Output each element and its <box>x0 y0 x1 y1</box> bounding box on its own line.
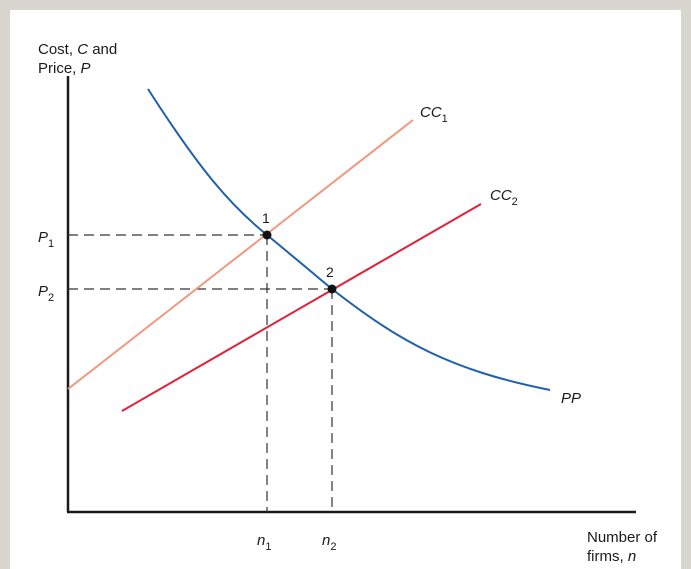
cc1-label-sub: 1 <box>442 113 448 125</box>
cc2-label: CC2 <box>490 187 518 208</box>
point-2-dot <box>327 284 337 294</box>
y-tick-p1-main: P <box>38 229 48 246</box>
y-axis-label-text: Cost, <box>38 41 77 58</box>
y-axis-label-line1: Cost, C and <box>38 41 117 58</box>
x-tick-n2-main: n <box>322 532 330 549</box>
x-tick-n1-sub: 1 <box>265 541 271 553</box>
x-tick-n2: n2 <box>322 532 336 553</box>
x-axis-label-var-n: n <box>628 548 636 565</box>
cc1-curve <box>67 119 414 390</box>
x-tick-n2-sub: 2 <box>330 541 336 553</box>
y-tick-p1: P1 <box>38 229 54 250</box>
pp-curve <box>147 88 551 391</box>
x-axis-label-line1: Number of <box>587 529 658 546</box>
point-1-dot <box>262 230 272 240</box>
y-axis-label-line2: Price, P <box>38 60 91 77</box>
y-axis-label-var-c: C <box>77 41 88 58</box>
cc1-label: CC1 <box>420 104 448 125</box>
x-tick-n1: n1 <box>257 532 271 553</box>
y-axis-label-text2: Price, <box>38 60 81 77</box>
cc1-label-main: CC <box>420 104 442 121</box>
cc2-label-main: CC <box>490 187 512 204</box>
point-1-label: 1 <box>262 210 270 226</box>
y-axis-label-var-p: P <box>81 60 91 77</box>
point-2-label: 2 <box>326 264 334 280</box>
cc2-label-sub: 2 <box>512 196 518 208</box>
pp-label: PP <box>561 390 581 407</box>
y-axis-label-suffix: and <box>88 41 117 58</box>
x-axis-label-line2: firms, n <box>587 548 636 565</box>
cc2-curve <box>121 203 482 412</box>
y-tick-p2-sub: 2 <box>48 292 54 304</box>
y-tick-p1-sub: 1 <box>48 238 54 250</box>
x-axis-label-text2: firms, <box>587 548 628 565</box>
y-tick-p2-main: P <box>38 283 48 300</box>
plot-background <box>10 10 681 569</box>
y-tick-p2: P2 <box>38 283 54 304</box>
x-tick-n1-main: n <box>257 532 265 549</box>
